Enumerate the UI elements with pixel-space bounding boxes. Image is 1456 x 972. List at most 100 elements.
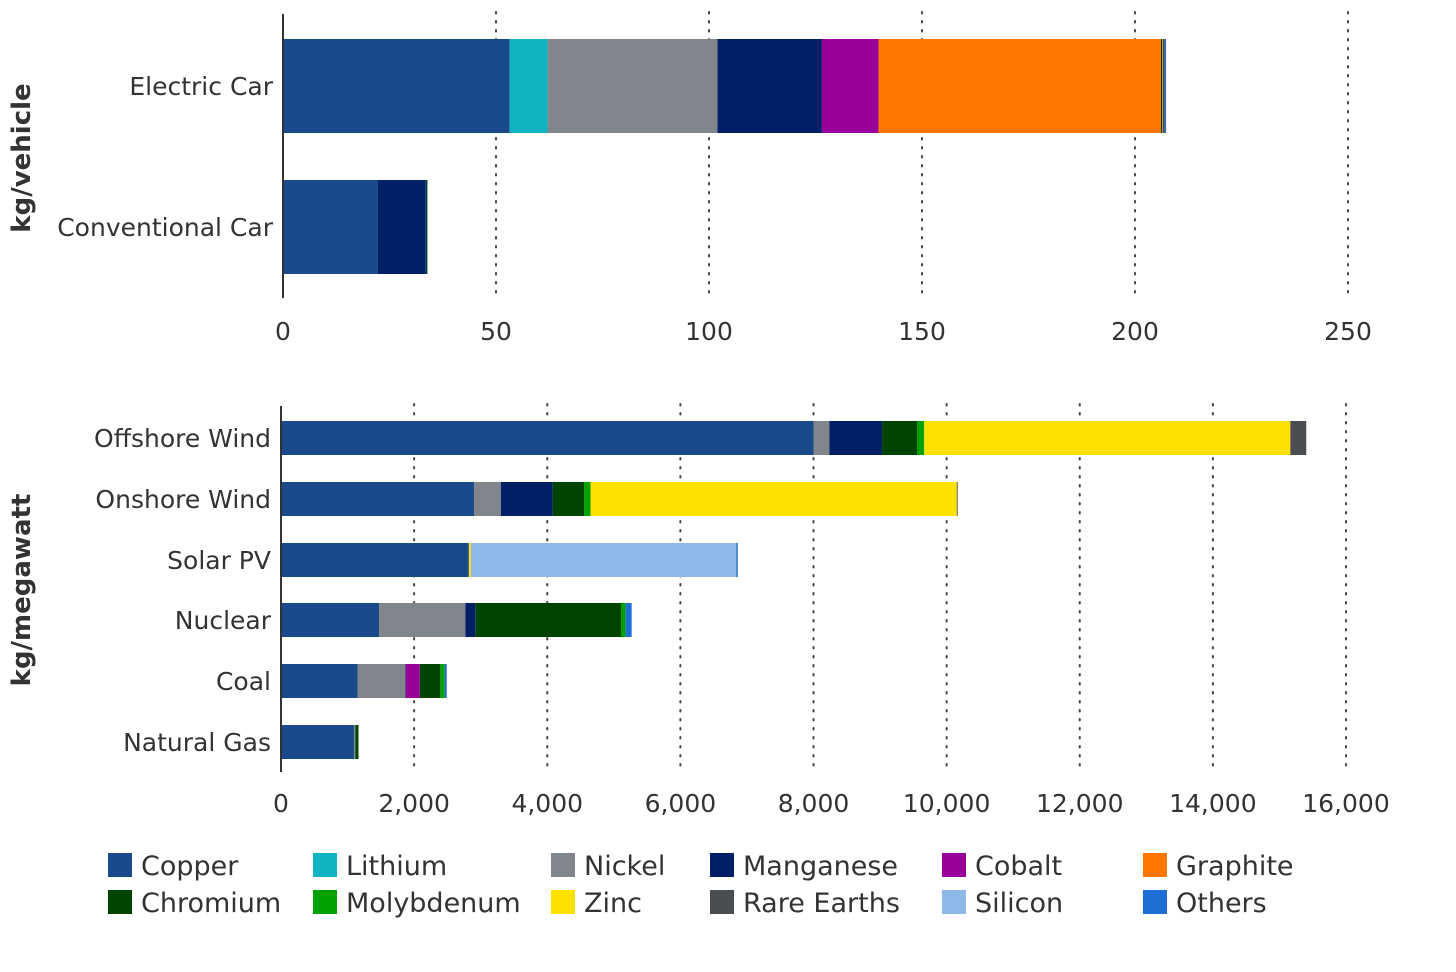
- x-tick-label: 0: [275, 317, 291, 346]
- bar-segment-offshore-wind-chromium: [882, 421, 918, 455]
- x-tick-label: 16,000: [1302, 789, 1389, 818]
- bar-segment-onshore-wind-nickel: [474, 482, 501, 516]
- bar-segment-conventional-car-copper: [283, 180, 378, 274]
- bar-segment-solar-pv-zinc: [468, 543, 471, 577]
- category-label-onshore-wind: Onshore Wind: [95, 485, 271, 514]
- bar-segment-nuclear-chromium: [475, 603, 622, 637]
- x-tick-label: 100: [685, 317, 733, 346]
- legend-label-chromium: Chromium: [141, 888, 281, 919]
- legend-label-zinc: Zinc: [584, 888, 642, 919]
- legend-swatch-rare-earths: [710, 890, 734, 914]
- bar-segment-onshore-wind-molybdenum: [584, 482, 591, 516]
- bar-segment-nuclear-others: [625, 603, 632, 637]
- legend-label-lithium: Lithium: [346, 851, 447, 882]
- bar-segment-solar-pv-copper: [281, 543, 469, 577]
- bar-segment-nuclear-copper: [281, 603, 380, 637]
- legend-label-copper: Copper: [141, 851, 239, 882]
- bar-segment-electric-car-copper: [283, 39, 510, 133]
- bar-segment-electric-car-graphite: [878, 39, 1161, 133]
- bar-segment-offshore-wind-rare-earths: [1290, 421, 1307, 455]
- legend-swatch-copper: [108, 853, 132, 877]
- bar-segment-offshore-wind-manganese: [829, 421, 883, 455]
- bar-segment-electric-car-lithium: [509, 39, 548, 133]
- bar-segment-offshore-wind-molybdenum: [917, 421, 925, 455]
- bar-segment-onshore-wind-zinc: [590, 482, 957, 516]
- bar-segment-coal-copper: [281, 664, 358, 698]
- legend-swatch-chromium: [108, 890, 132, 914]
- legend-swatch-nickel: [551, 853, 575, 877]
- x-tick-label: 250: [1324, 317, 1372, 346]
- x-tick-label: 8,000: [778, 789, 850, 818]
- legend-label-nickel: Nickel: [584, 851, 665, 882]
- category-label-nuclear: Nuclear: [175, 606, 272, 635]
- category-label-offshore-wind: Offshore Wind: [94, 424, 271, 453]
- x-tick-label: 4,000: [511, 789, 583, 818]
- bar-segment-offshore-wind-nickel: [813, 421, 830, 455]
- bar-segment-electric-car-nickel: [547, 39, 718, 133]
- x-tick-label: 150: [898, 317, 946, 346]
- bar-segment-nuclear-manganese: [465, 603, 476, 637]
- bar-segment-nuclear-molybdenum: [621, 603, 626, 637]
- bar-segment-coal-manganese: [405, 664, 407, 698]
- panel-kg-per-megawatt: 0 2,000 4,000 6,000 8,000 10,000 12,000 14,000 1…: [7, 403, 1390, 818]
- legend: Copper Lithium Nickel Manganese Cobalt Graphi…: [108, 851, 1294, 919]
- panel-kg-per-vehicle: 0 50 100 150 200 250 Electric Car Conventional …: [7, 11, 1372, 346]
- y-axis-title: kg/vehicle: [7, 83, 37, 232]
- legend-swatch-molybdenum: [313, 890, 337, 914]
- bar-segment-offshore-wind-zinc: [924, 421, 1291, 455]
- legend-swatch-others: [1143, 890, 1167, 914]
- legend-label-graphite: Graphite: [1176, 851, 1294, 882]
- legend-label-manganese: Manganese: [743, 851, 898, 882]
- category-label-electric-car: Electric Car: [129, 72, 273, 101]
- x-tick-label: 6,000: [645, 789, 717, 818]
- bar-segment-electric-car-cobalt: [821, 39, 879, 133]
- bar-segment-conventional-car-others: [426, 180, 428, 274]
- bar-segment-onshore-wind-rare-earths: [956, 482, 958, 516]
- bar-segment-natural-gas-nickel: [354, 725, 356, 759]
- legend-label-others: Others: [1176, 888, 1267, 919]
- legend-swatch-manganese: [710, 853, 734, 877]
- x-tick-label: 200: [1111, 317, 1159, 346]
- x-tick-label: 12,000: [1036, 789, 1123, 818]
- y-axis-title: kg/megawatt: [7, 494, 37, 687]
- legend-label-silicon: Silicon: [975, 888, 1063, 919]
- bar-segment-electric-car-rare-earths: [1162, 39, 1165, 133]
- bar-segment-nuclear-nickel: [379, 603, 466, 637]
- category-label-solar-pv: Solar PV: [167, 546, 271, 575]
- bar-segment-conventional-car-chromium: [425, 180, 427, 274]
- category-label-natural-gas: Natural Gas: [123, 728, 271, 757]
- legend-swatch-graphite: [1143, 853, 1167, 877]
- bar-segment-coal-others: [444, 664, 447, 698]
- bar-segment-electric-car-zinc: [1162, 39, 1163, 133]
- x-tick-label: 10,000: [903, 789, 990, 818]
- legend-label-molybdenum: Molybdenum: [346, 888, 521, 919]
- legend-label-rare-earths: Rare Earths: [743, 888, 900, 919]
- x-tick-label: 2,000: [378, 789, 450, 818]
- legend-label-cobalt: Cobalt: [975, 851, 1062, 882]
- bar-segment-solar-pv-others: [736, 543, 738, 577]
- bar-segment-onshore-wind-chromium: [552, 482, 585, 516]
- bar-segment-conventional-car-manganese: [377, 180, 426, 274]
- x-tick-label: 50: [480, 317, 512, 346]
- bar-segment-onshore-wind-copper: [281, 482, 475, 516]
- bar-segment-coal-nickel: [357, 664, 406, 698]
- bar-segment-onshore-wind-manganese: [500, 482, 553, 516]
- x-tick-label: 14,000: [1169, 789, 1256, 818]
- legend-swatch-silicon: [942, 890, 966, 914]
- legend-swatch-cobalt: [942, 853, 966, 877]
- bar-segment-offshore-wind-copper: [281, 421, 814, 455]
- legend-swatch-zinc: [551, 890, 575, 914]
- category-label-coal: Coal: [216, 667, 271, 696]
- bar-segment-natural-gas-copper: [281, 725, 355, 759]
- bar-segment-coal-molybdenum: [440, 664, 445, 698]
- x-tick-label: 0: [273, 789, 289, 818]
- bar-segment-electric-car-manganese: [717, 39, 822, 133]
- bar-segment-coal-cobalt: [405, 664, 420, 698]
- legend-swatch-lithium: [313, 853, 337, 877]
- bar-segment-coal-chromium: [419, 664, 441, 698]
- bar-segment-electric-car-chromium: [1160, 39, 1163, 133]
- category-label-conventional-car: Conventional Car: [57, 213, 273, 242]
- bar-segment-electric-car-others: [1164, 39, 1167, 133]
- bar-segment-solar-pv-silicon: [470, 543, 737, 577]
